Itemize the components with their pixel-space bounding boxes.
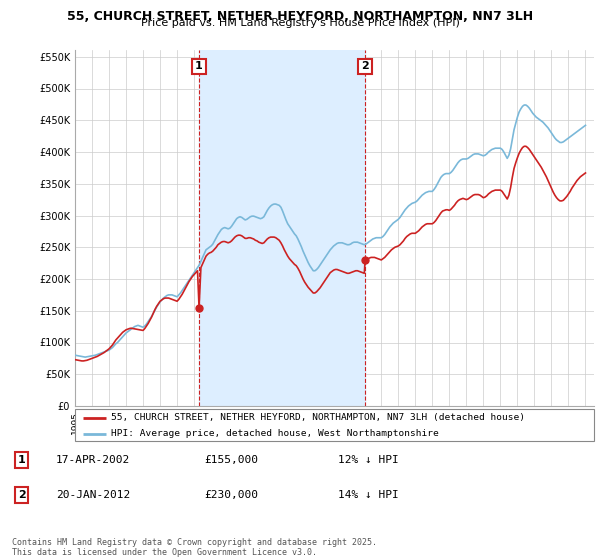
- Bar: [199, 50, 365, 406]
- Text: 55, CHURCH STREET, NETHER HEYFORD, NORTHAMPTON, NN7 3LH (detached house): 55, CHURCH STREET, NETHER HEYFORD, NORTH…: [112, 413, 526, 422]
- Text: 14% ↓ HPI: 14% ↓ HPI: [338, 490, 398, 500]
- Text: 55, CHURCH STREET, NETHER HEYFORD, NORTHAMPTON, NN7 3LH: 55, CHURCH STREET, NETHER HEYFORD, NORTH…: [67, 10, 533, 22]
- Text: 1: 1: [18, 455, 26, 465]
- Text: 1: 1: [195, 62, 203, 72]
- Text: £155,000: £155,000: [204, 455, 258, 465]
- FancyBboxPatch shape: [75, 409, 594, 441]
- Text: HPI: Average price, detached house, West Northamptonshire: HPI: Average price, detached house, West…: [112, 429, 439, 438]
- Text: 12% ↓ HPI: 12% ↓ HPI: [338, 455, 398, 465]
- Text: Price paid vs. HM Land Registry's House Price Index (HPI): Price paid vs. HM Land Registry's House …: [140, 18, 460, 29]
- Text: Contains HM Land Registry data © Crown copyright and database right 2025.
This d: Contains HM Land Registry data © Crown c…: [12, 538, 377, 557]
- Text: 2: 2: [18, 490, 26, 500]
- Text: 17-APR-2002: 17-APR-2002: [56, 455, 130, 465]
- Text: 20-JAN-2012: 20-JAN-2012: [56, 490, 130, 500]
- Text: £230,000: £230,000: [204, 490, 258, 500]
- Text: 2: 2: [361, 62, 369, 72]
